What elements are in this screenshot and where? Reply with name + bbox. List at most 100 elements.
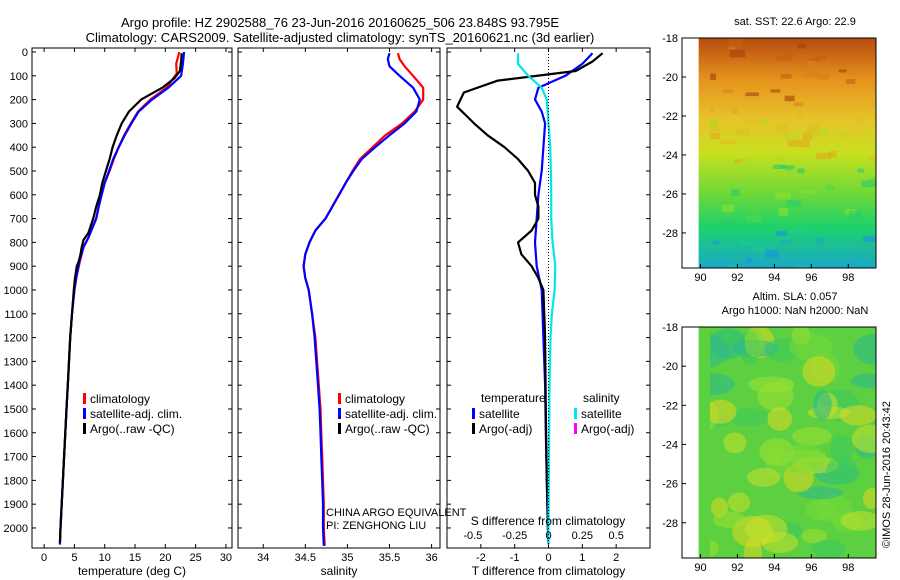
sla-blob — [757, 381, 794, 411]
series-line-argo-raw-qc- — [58, 53, 183, 543]
sla-texture — [710, 327, 876, 558]
sla-blob — [767, 407, 793, 431]
x-tick-label: -1 — [510, 552, 520, 564]
legend-swatch — [83, 393, 86, 404]
sst-cell — [761, 118, 768, 127]
legend-entry: climatology — [345, 392, 405, 406]
difference-panel: -2 -1 0 1 2T difference from climatology S di… — [446, 47, 651, 578]
sla-blob — [780, 444, 825, 474]
sst-cell — [796, 43, 807, 49]
sla-blob — [813, 390, 832, 421]
sst-cell — [745, 257, 753, 263]
legend-entry: satellite — [581, 407, 622, 421]
y-tick-label: 200 — [10, 95, 28, 107]
series-line-satellite-adj-clim- — [302, 52, 421, 546]
sla-blob — [811, 539, 846, 558]
annotation-text: CHINA ARGO EQUIVALENT — [326, 507, 467, 519]
x-tick-label: 20 — [159, 552, 171, 564]
sst-cell — [779, 165, 795, 169]
map-y-tick-label: -24 — [662, 150, 678, 162]
sla-map-panel: 90 92 94 96 98 -18 -20 -22 -24 -26 -28 — [662, 322, 877, 574]
sla-blob — [825, 456, 859, 486]
sla-blob — [789, 333, 833, 361]
secondary-tick-label: -0.25 — [502, 530, 527, 542]
sla-blob — [852, 333, 876, 365]
sla-blob — [743, 538, 762, 558]
sst-cell — [857, 168, 865, 173]
axes-frame — [237, 47, 441, 549]
sst-cell — [776, 55, 793, 62]
sst-cell — [765, 250, 780, 258]
sst-cell — [805, 130, 820, 137]
sla-blob — [852, 424, 876, 453]
sst-cell — [810, 123, 820, 131]
sla-blob — [850, 373, 876, 389]
sst-cell — [775, 192, 791, 200]
sst-cell — [793, 229, 809, 233]
y-tick-label: 1700 — [4, 452, 28, 464]
sst-cell — [783, 133, 790, 141]
y-tick-label: 0 — [22, 47, 28, 59]
salinity-panel: 34 34.5 35 35.5 36 salinity climatologysatelli… — [237, 47, 467, 578]
x-tick-label: 34.5 — [295, 552, 316, 564]
sst-cell — [728, 46, 736, 50]
y-tick-label: 100 — [10, 71, 28, 83]
secondary-tick-label: 0.5 — [609, 530, 624, 542]
sst-cell — [849, 210, 861, 219]
sst-cell — [793, 102, 804, 107]
sst-cell — [868, 156, 876, 162]
sla-blob — [839, 405, 876, 426]
y-tick-label: 900 — [10, 261, 28, 273]
sla-blob — [761, 531, 799, 554]
sst-cell — [808, 60, 816, 66]
map-y-tick-label: -28 — [662, 228, 678, 240]
y-tick-label: 1300 — [4, 356, 28, 368]
sla-blob — [727, 492, 751, 513]
annotation-text: PI: ZENGHONG LIU — [326, 520, 426, 532]
sst-cell — [731, 107, 738, 114]
sst-cell — [734, 159, 744, 163]
sst-cell — [728, 38, 743, 47]
x-tick-label: 5 — [71, 552, 77, 564]
sst-map-panel: 90 92 94 96 98 -18 -20 -22 -24 -26 -28 — [662, 33, 877, 284]
legend-swatch — [472, 408, 475, 419]
x-tick-label: -2 — [476, 552, 486, 564]
sla-blob — [840, 511, 876, 531]
sst-cell — [825, 185, 835, 190]
y-tick-label: 1500 — [4, 404, 28, 416]
x-tick-label: 10 — [99, 552, 111, 564]
x-tick-label: 35 — [341, 552, 353, 564]
sst-cell — [736, 128, 750, 136]
sla-blob — [710, 399, 737, 424]
legend-entry: satellite — [479, 407, 520, 421]
sst-cell — [776, 124, 788, 133]
legend-swatch — [83, 423, 86, 434]
legend-entry: Argo(..raw -QC) — [90, 422, 175, 436]
y-tick-label: 1600 — [4, 428, 28, 440]
sst-cell — [720, 220, 736, 225]
sst-cell — [747, 172, 755, 180]
sst-cell — [710, 118, 718, 127]
sst-cell — [747, 119, 757, 123]
map-x-tick-label: 92 — [731, 562, 743, 574]
x-axis-label: temperature (deg C) — [78, 564, 186, 578]
x-tick-label: 1 — [579, 552, 585, 564]
sst-cell — [806, 126, 814, 131]
sst-cell — [722, 204, 735, 213]
sst-cell — [797, 168, 805, 174]
axes-frame — [31, 47, 233, 549]
sla-blob — [792, 427, 832, 446]
sst-cell — [710, 122, 719, 131]
sla-blob — [830, 434, 854, 464]
y-tick-label: 1000 — [4, 285, 28, 297]
y-tick-label: 2000 — [4, 523, 28, 535]
sla-blob — [744, 329, 765, 358]
y-tick-label: 1900 — [4, 499, 28, 511]
sst-cell — [786, 199, 801, 208]
series-line-salinity-satellite — [516, 53, 557, 545]
sst-cell — [845, 79, 856, 85]
sla-blob — [802, 356, 836, 387]
y-tick-label: 1400 — [4, 380, 28, 392]
sla-blob — [801, 528, 827, 544]
x-tick-label: 2 — [613, 552, 619, 564]
